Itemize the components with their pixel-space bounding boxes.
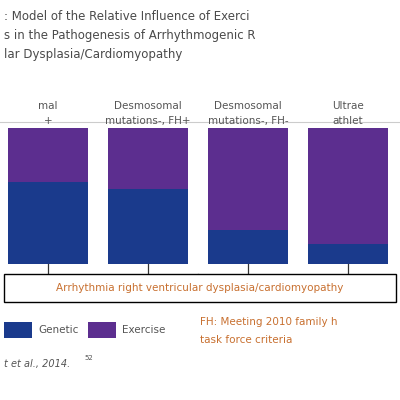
Text: mutations-, FH+: mutations-, FH+ — [105, 116, 191, 126]
Bar — [108, 189, 188, 264]
Text: Exercise: Exercise — [122, 325, 165, 335]
Text: 52: 52 — [84, 355, 93, 361]
Bar — [208, 230, 288, 264]
Text: Desmosomal: Desmosomal — [214, 101, 282, 111]
Bar — [4, 274, 396, 302]
Text: Genetic: Genetic — [38, 325, 78, 335]
Text: lar Dysplasia/Cardiomyopathy: lar Dysplasia/Cardiomyopathy — [4, 48, 182, 61]
Bar — [108, 128, 188, 189]
Text: FH: Meeting 2010 family h: FH: Meeting 2010 family h — [200, 317, 338, 327]
Text: t et al., 2014.: t et al., 2014. — [4, 359, 70, 369]
Text: Ultrae: Ultrae — [332, 101, 364, 111]
Text: : Model of the Relative Influence of Exerci: : Model of the Relative Influence of Exe… — [4, 10, 250, 23]
Text: Arrhythmia right ventricular dysplasia/cardiomyopathy: Arrhythmia right ventricular dysplasia/c… — [56, 283, 344, 293]
Bar — [308, 128, 388, 244]
Text: athlet: athlet — [333, 116, 363, 126]
Bar — [8, 182, 88, 264]
Bar — [208, 128, 288, 230]
Text: mal: mal — [38, 101, 58, 111]
Bar — [88, 322, 116, 338]
Text: task force criteria: task force criteria — [200, 335, 292, 345]
Bar — [4, 322, 32, 338]
Text: s in the Pathogenesis of Arrhythmogenic R: s in the Pathogenesis of Arrhythmogenic … — [4, 29, 256, 42]
Text: +: + — [44, 116, 52, 126]
Text: Desmosomal: Desmosomal — [114, 101, 182, 111]
Text: mutations-, FH-: mutations-, FH- — [208, 116, 288, 126]
Bar — [308, 244, 388, 264]
Bar — [8, 128, 88, 182]
